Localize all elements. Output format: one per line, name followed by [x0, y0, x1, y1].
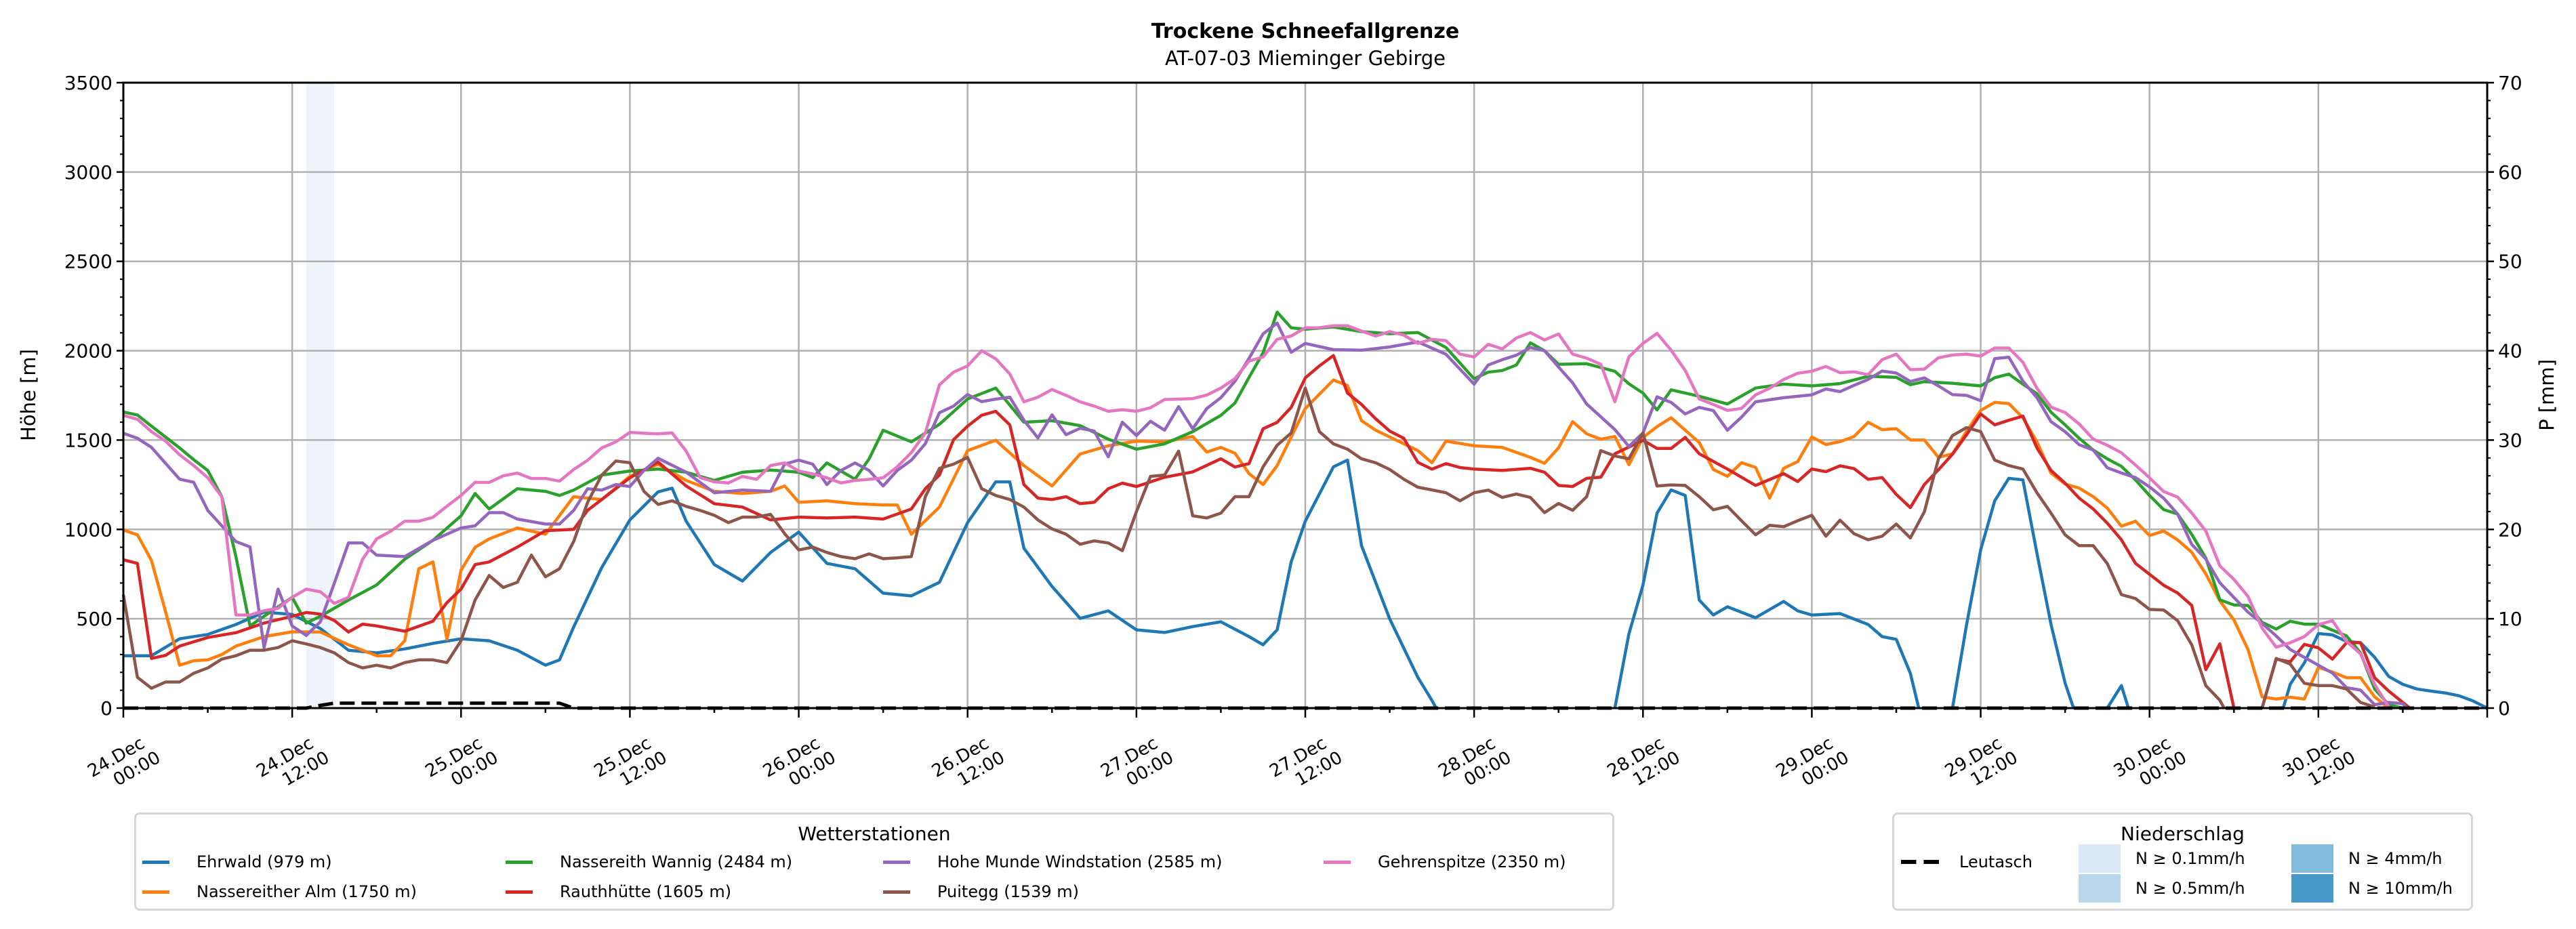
series-line-3 [123, 354, 2411, 709]
legend-label: N ≥ 0.1mm/h [2135, 849, 2245, 868]
y-tick-label: 0 [100, 697, 113, 720]
chart-subtitle: AT-07-03 Mieminger Gebirge [1165, 47, 1446, 70]
series-line-0 [123, 458, 2489, 710]
y2-tick-label: 30 [2498, 429, 2522, 451]
y2-axis-label: P [mm] [2535, 359, 2558, 431]
series-line-4 [123, 321, 2409, 709]
legend-item-0: Ehrwald (979 m) [142, 852, 332, 871]
y2-tick-label: 0 [2498, 697, 2510, 720]
legend-item-5: Puitegg (1539 m) [883, 882, 1079, 901]
legend-stations: Wetterstationen Ehrwald (979 m) Nassereit… [134, 812, 1614, 911]
y2-tick-label: 70 [2498, 72, 2522, 94]
legend-precip: Niederschlag Leutasch N ≥ 0.1mm/h N ≥ 0.5… [1892, 812, 2473, 911]
y-tick-label: 3500 [64, 72, 113, 94]
line-swatch [142, 860, 169, 864]
station-lines [121, 310, 2489, 710]
precip-intensity-bands [306, 83, 335, 708]
legend-label: N ≥ 4mm/h [2348, 849, 2442, 868]
line-swatch [506, 860, 533, 864]
grid-lines [122, 81, 2487, 709]
color-patch [2079, 874, 2121, 903]
legend-label: Leutasch [1959, 852, 2032, 871]
y-tick-label: 1500 [64, 429, 113, 451]
y2-tick-label: 60 [2498, 161, 2522, 184]
y2-tick-label: 10 [2498, 608, 2522, 630]
legend-label: Rauthhütte (1605 m) [560, 882, 732, 901]
y-axis-label: Höhe [m] [17, 349, 40, 441]
legend-label: Nassereith Wannig (2484 m) [560, 852, 793, 871]
legend-item-precip-level-3: N ≥ 10mm/h [2291, 874, 2453, 903]
legend-item-precip-level-2: N ≥ 4mm/h [2291, 844, 2442, 873]
line-swatch [506, 890, 533, 894]
y-tick-label: 1000 [64, 518, 113, 541]
line-swatch [883, 890, 910, 894]
legend-stations-title: Wetterstationen [798, 823, 951, 845]
line-swatch [1324, 860, 1351, 864]
chart-title: Trockene Schneefallgrenze [1151, 20, 1459, 43]
line-swatch [883, 860, 910, 864]
legend-item-precip-level-1: N ≥ 0.5mm/h [2079, 874, 2245, 903]
legend-item-precip-level-0: N ≥ 0.1mm/h [2079, 844, 2245, 873]
precip-band [306, 83, 335, 708]
color-patch [2291, 874, 2333, 903]
y-tick-label: 500 [77, 608, 113, 630]
y2-tick-label: 50 [2498, 251, 2522, 273]
legend-label: N ≥ 0.5mm/h [2135, 879, 2245, 898]
line-swatch [142, 890, 169, 894]
legend-label: N ≥ 10mm/h [2348, 879, 2453, 898]
series-line-6 [123, 324, 2390, 708]
series-line-5 [121, 386, 2375, 709]
legend-item-1: Nassereither Alm (1750 m) [142, 882, 417, 901]
series-line-2 [123, 310, 2403, 710]
dashed-line-swatch [1901, 860, 1939, 864]
legend-item-4: Hohe Munde Windstation (2585 m) [883, 852, 1222, 871]
series-line-1 [123, 378, 2390, 709]
legend-label: Ehrwald (979 m) [197, 852, 332, 871]
y-tick-label: 3000 [64, 161, 113, 184]
y-tick-label: 2500 [64, 251, 113, 273]
legend-label: Hohe Munde Windstation (2585 m) [937, 852, 1223, 871]
axis-labels: Trockene Schneefallgrenze AT-07-03 Miemi… [17, 20, 2558, 441]
legend-item-3: Rauthhütte (1605 m) [506, 882, 731, 901]
y-tick-label: 2000 [64, 340, 113, 363]
y2-tick-label: 20 [2498, 518, 2522, 541]
color-patch [2079, 844, 2121, 873]
legend-item-2: Nassereith Wannig (2484 m) [506, 852, 792, 871]
y2-tick-label: 40 [2498, 340, 2522, 363]
color-patch [2291, 844, 2333, 873]
legend-label: Gehrenspitze (2350 m) [1378, 852, 1566, 871]
legend-label: Puitegg (1539 m) [937, 882, 1080, 901]
legend-item-leutasch: Leutasch [1901, 852, 2032, 871]
legend-precip-title: Niederschlag [2121, 823, 2245, 845]
legend-item-6: Gehrenspitze (2350 m) [1324, 852, 1566, 871]
legend-label: Nassereither Alm (1750 m) [197, 882, 417, 901]
